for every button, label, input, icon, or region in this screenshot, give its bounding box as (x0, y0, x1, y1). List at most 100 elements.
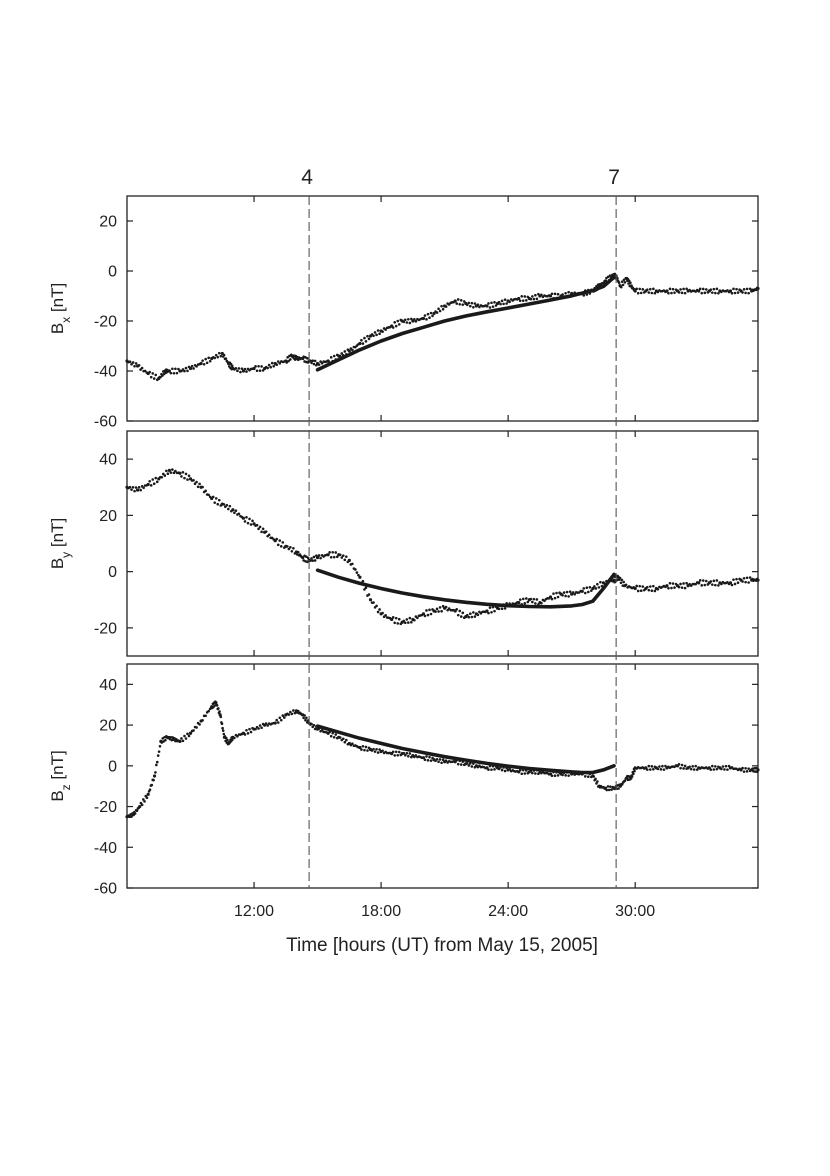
data-point (670, 291, 673, 295)
data-point (304, 718, 307, 722)
fit-curve (315, 724, 616, 775)
data-point (128, 360, 132, 363)
data-point (618, 576, 622, 580)
data-point (214, 353, 218, 357)
plot-frame (126, 663, 759, 889)
data-point (680, 586, 684, 589)
y-tick-label: 40 (99, 677, 117, 694)
data-point (286, 545, 289, 548)
data-point (531, 600, 534, 604)
data-point (641, 585, 645, 588)
data-point (587, 590, 590, 594)
data-point (639, 589, 643, 592)
data-point (405, 321, 409, 324)
data-point (623, 779, 627, 783)
data-point (267, 533, 271, 537)
data-point (413, 618, 416, 622)
data-point (548, 294, 553, 298)
data-point (497, 607, 501, 611)
data-point (135, 488, 140, 492)
data-point (135, 809, 139, 813)
data-point (437, 760, 440, 764)
data-point (629, 281, 632, 285)
data-point (397, 323, 401, 326)
data-point (312, 723, 316, 727)
data-point (595, 284, 598, 288)
y-tick-label: 20 (99, 718, 117, 735)
y-tick-label: 20 (99, 508, 117, 525)
data-point (423, 758, 427, 762)
data-point (376, 751, 380, 754)
data-point (251, 519, 254, 523)
data-point (305, 716, 308, 720)
y-tick-label: 0 (108, 264, 117, 281)
data-point (355, 571, 359, 574)
data-point (493, 609, 496, 613)
data-point (363, 748, 366, 752)
data-point (245, 728, 248, 732)
data-point (736, 291, 740, 294)
data-point (685, 287, 688, 291)
data-point (556, 595, 560, 599)
data-point (351, 742, 354, 745)
data-point (470, 301, 474, 305)
data-point (726, 768, 729, 771)
data-point (620, 280, 624, 283)
data-point (472, 305, 475, 309)
data-point (641, 288, 645, 291)
data-point (211, 495, 215, 499)
data-point (152, 482, 156, 486)
data-point (394, 616, 398, 620)
data-point (230, 738, 234, 742)
data-point (556, 774, 560, 777)
data-point (714, 765, 717, 768)
data-point (237, 367, 241, 370)
data-point (155, 763, 158, 767)
data-point (133, 489, 136, 493)
data-point (564, 774, 567, 777)
data-point (397, 750, 401, 754)
data-point (296, 709, 300, 713)
data-point (269, 365, 272, 369)
data-point (638, 287, 642, 291)
data-point (592, 775, 596, 778)
data-point (347, 558, 351, 562)
data-point (183, 734, 186, 738)
data-point (293, 711, 297, 715)
data-point (730, 291, 734, 295)
data-point (174, 367, 177, 371)
data-point (279, 718, 283, 722)
data-point (485, 304, 489, 308)
y-tick-label: -20 (94, 799, 117, 816)
plot-frame (126, 430, 759, 657)
data-point (243, 733, 247, 736)
data-point (328, 550, 331, 554)
data-point (134, 486, 138, 489)
data-point (431, 314, 434, 318)
data-point (372, 747, 375, 751)
data-point (534, 602, 537, 605)
data-point (405, 751, 409, 755)
data-point (219, 715, 223, 719)
data-point (593, 585, 596, 588)
x-tick-label: 30:00 (615, 903, 655, 920)
data-point (665, 289, 669, 293)
data-point (202, 363, 206, 366)
data-point (505, 302, 508, 305)
data-point (432, 311, 436, 316)
panel-bz: 40 20 0 -20 -40 -60 Bz [nT] (48, 663, 760, 898)
data-point (391, 616, 395, 619)
data-point (217, 707, 220, 710)
data-point (204, 357, 207, 361)
data-point (364, 586, 368, 589)
data-point (310, 557, 313, 560)
y-tick-label: 40 (99, 452, 117, 469)
data-point (653, 589, 657, 593)
data-point (403, 318, 407, 322)
data-point (518, 299, 522, 303)
data-point (234, 366, 238, 370)
data-point (622, 278, 626, 282)
data-points (125, 272, 760, 382)
data-point (267, 363, 271, 367)
data-point (154, 476, 158, 480)
